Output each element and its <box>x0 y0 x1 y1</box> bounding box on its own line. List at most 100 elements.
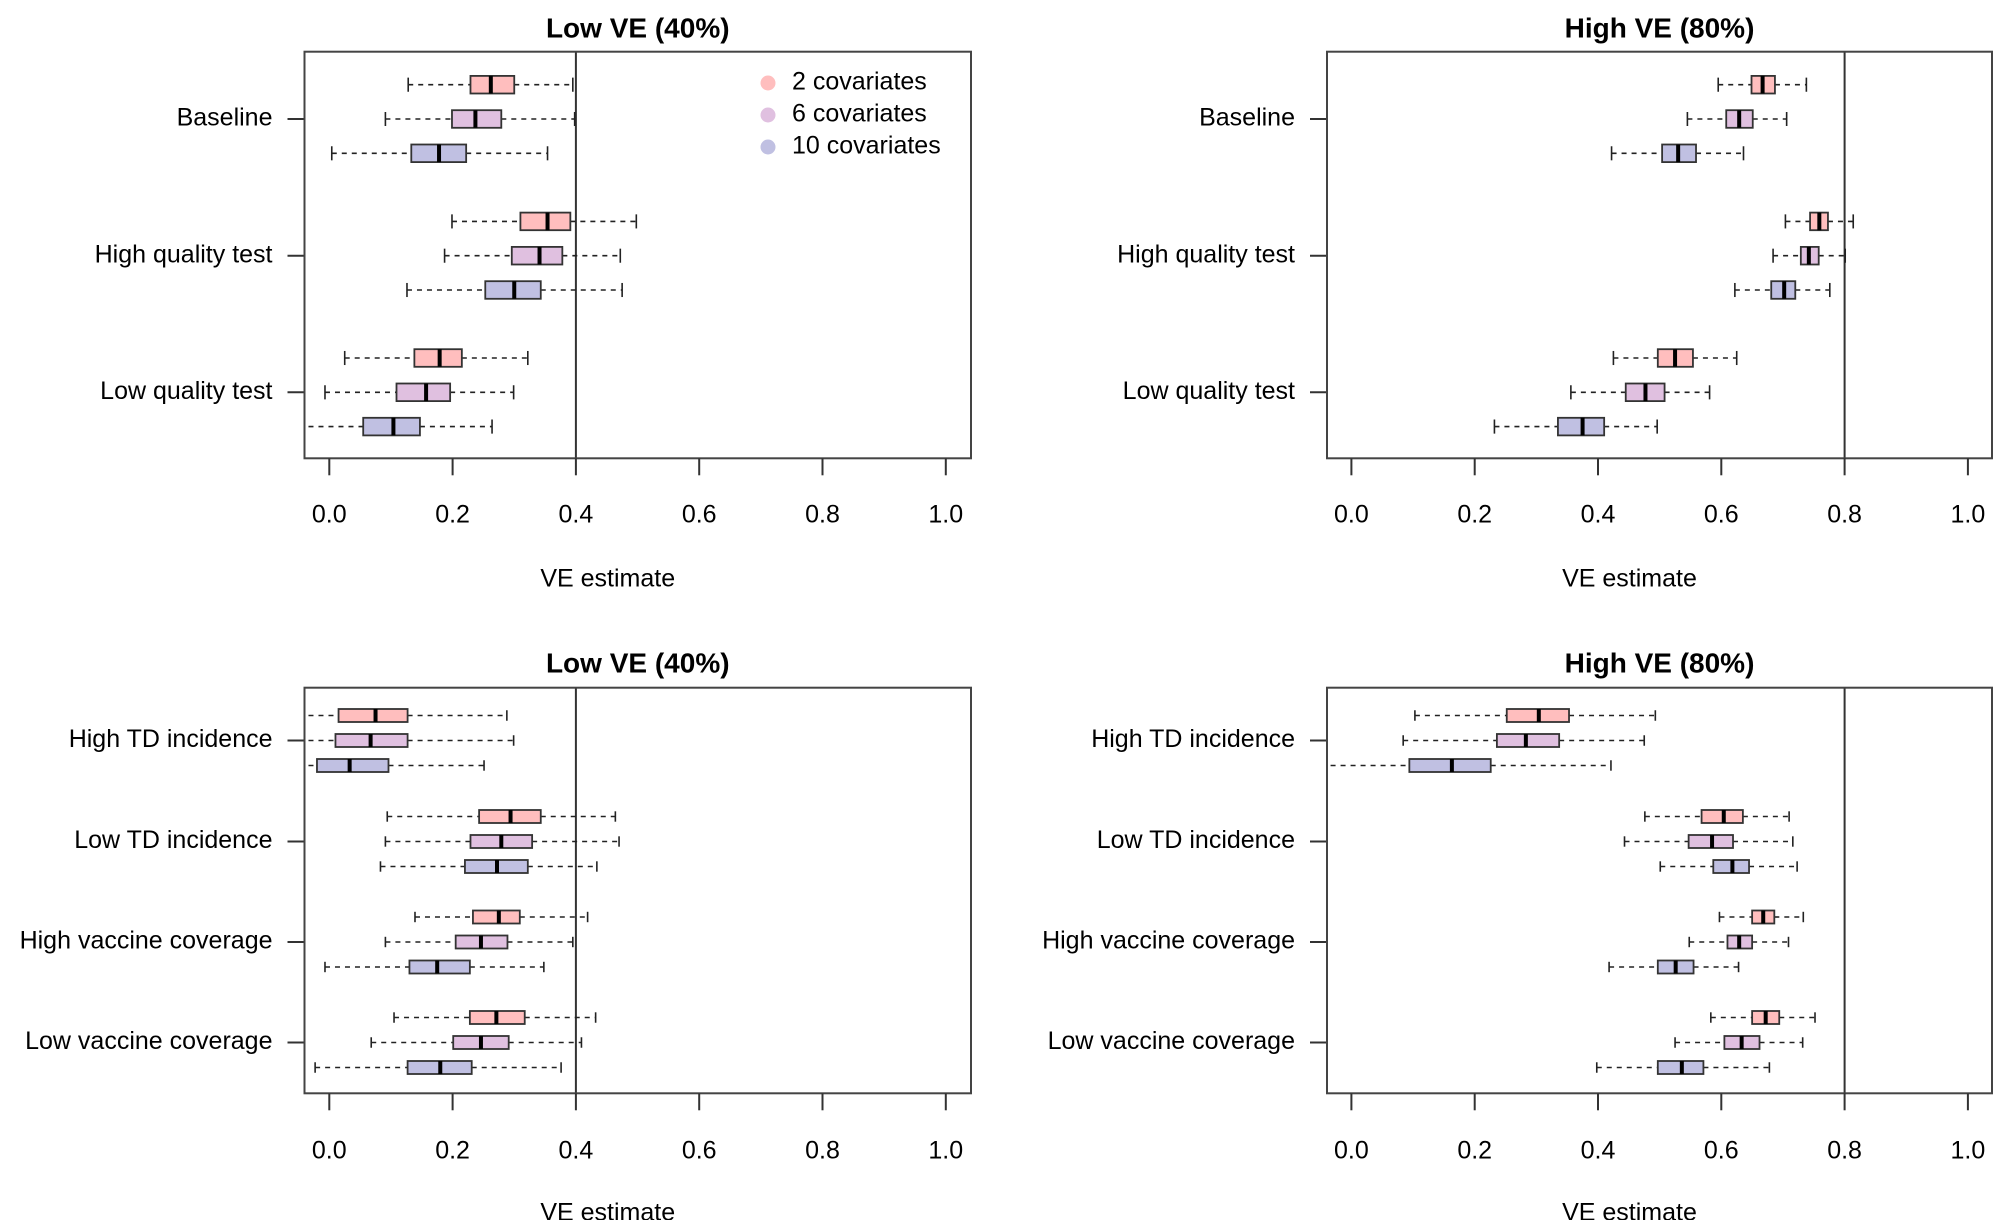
x-tick-label: 0.0 <box>1334 501 1369 529</box>
panel-4: High VE (80%) High TD incidence Low TD inc… <box>1042 647 1993 1220</box>
x-tick-label: 0.8 <box>805 501 840 529</box>
plot-area <box>1493 75 1855 437</box>
boxplot-2-covariates <box>1644 809 1790 824</box>
boxplot-6-covariates <box>384 834 620 849</box>
x-tick-label: 0.8 <box>1827 501 1862 529</box>
x-tick-label: 0.0 <box>312 501 347 529</box>
boxplot-6-covariates <box>1623 834 1794 849</box>
x-tick-label: 0.6 <box>682 501 717 529</box>
x-tick-label: 0.2 <box>435 501 470 529</box>
x-tick-label: 0.2 <box>1457 501 1492 529</box>
box-iqr <box>316 758 390 773</box>
box-iqr <box>1495 733 1561 748</box>
panel-title: Low VE (40%) <box>546 647 730 678</box>
boxplot-6-covariates <box>1688 934 1790 950</box>
boxplot-6-covariates <box>384 934 574 950</box>
x-tick-label: 0.8 <box>805 1137 840 1165</box>
panel-3: Low VE (40%) High TD incidence Low TD inci… <box>20 647 972 1220</box>
y-tick-label: Low quality test <box>100 377 272 405</box>
x-tick-label: 0.4 <box>559 501 594 529</box>
boxplot-2-covariates <box>393 1010 597 1025</box>
boxplot-2-covariates <box>414 909 589 925</box>
boxplot-6-covariates <box>1772 245 1847 266</box>
boxplot-2-covariates <box>343 348 529 368</box>
boxplot-10-covariates <box>379 859 598 874</box>
x-tick-label: 0.6 <box>682 1137 717 1165</box>
boxplot-6-covariates <box>443 245 622 266</box>
boxplot-10-covariates <box>1327 758 1612 773</box>
x-axis-label: VE estimate <box>540 565 675 593</box>
x-tick-label: 1.0 <box>928 1137 963 1165</box>
box-iqr <box>337 708 409 723</box>
y-tick-label: Low quality test <box>1123 377 1295 405</box>
boxplot-10-covariates <box>1608 959 1740 975</box>
boxplot-10-covariates <box>324 959 545 975</box>
x-tick-label: 1.0 <box>1951 1137 1986 1165</box>
y-tick-label: Low TD incidence <box>74 826 272 854</box>
boxplot-2-covariates <box>1718 909 1805 925</box>
boxplot-10-covariates <box>1610 143 1745 164</box>
legend-label: 10 covariates <box>792 132 941 160</box>
x-tick-label: 0.4 <box>1581 1137 1616 1165</box>
x-tick-label: 0.0 <box>312 1137 347 1165</box>
boxplot-10-covariates <box>1595 1060 1771 1075</box>
boxplot-6-covariates <box>1686 109 1788 129</box>
boxplot-6-covariates <box>384 109 576 129</box>
y-tick-label: High quality test <box>95 240 273 268</box>
y-tick-label: High quality test <box>1117 240 1295 268</box>
boxplot-10-covariates <box>304 758 485 773</box>
boxplot-2-covariates <box>1717 75 1808 95</box>
boxplot-2-covariates <box>1710 1010 1816 1025</box>
boxplot-2-covariates <box>1612 348 1738 368</box>
y-tick-label: Low vaccine coverage <box>25 1027 272 1055</box>
legend-label: 2 covariates <box>792 68 927 96</box>
boxplot-2-covariates <box>1414 708 1657 723</box>
x-tick-label: 1.0 <box>1951 501 1986 529</box>
plot-area <box>1327 708 1816 1075</box>
legend-item: 6 covariates <box>760 100 927 128</box>
boxplot-2-covariates <box>386 809 617 824</box>
panel-title: High VE (80%) <box>1565 647 1755 678</box>
legend-marker <box>760 139 776 155</box>
boxplot-10-covariates <box>330 143 549 164</box>
boxplot-2-covariates <box>1784 211 1855 232</box>
boxplot-10-covariates <box>304 416 493 437</box>
panel-1: Low VE (40%) Baseline High quality test Low… <box>95 12 972 593</box>
legend: 2 covariates 6 covariates 10 covariates <box>760 68 941 160</box>
legend-label: 6 covariates <box>792 100 927 128</box>
y-tick-label: High vaccine coverage <box>1042 927 1295 955</box>
plot-frame <box>1326 686 1993 1095</box>
panel-title: Low VE (40%) <box>546 12 730 43</box>
box-iqr <box>408 959 471 975</box>
panel-2: High VE (80%) Baseline High quality test Lo… <box>1117 12 1993 593</box>
boxplot-2-covariates <box>451 211 638 232</box>
y-tick-label: Baseline <box>177 104 273 132</box>
x-axis-label: VE estimate <box>1562 565 1697 593</box>
box-iqr <box>395 382 452 403</box>
boxplot-6-covariates <box>324 382 515 403</box>
box-iqr <box>519 211 572 232</box>
x-tick-label: 0.6 <box>1704 501 1739 529</box>
boxplot-10-covariates <box>1734 280 1831 300</box>
x-axis-label: VE estimate <box>540 1199 675 1220</box>
plot-frame <box>1326 50 1993 460</box>
y-tick-label: Baseline <box>1199 104 1295 132</box>
x-tick-label: 0.8 <box>1827 1137 1862 1165</box>
x-tick-label: 0.2 <box>435 1137 470 1165</box>
y-tick-label: High TD incidence <box>69 725 273 753</box>
y-tick-label: High TD incidence <box>1091 725 1295 753</box>
boxplot-6-covariates <box>1570 382 1711 403</box>
legend-marker <box>760 75 776 91</box>
x-tick-label: 0.2 <box>1457 1137 1492 1165</box>
panel-title: High VE (80%) <box>1565 12 1755 43</box>
y-tick-label: Low TD incidence <box>1097 826 1295 854</box>
boxplot-6-covariates <box>1674 1035 1804 1050</box>
plot-area <box>304 75 638 437</box>
plot-area <box>304 708 620 1075</box>
y-tick-label: Low vaccine coverage <box>1048 1027 1295 1055</box>
x-tick-label: 0.0 <box>1334 1137 1369 1165</box>
x-axis-label: VE estimate <box>1562 1199 1697 1220</box>
box-iqr <box>510 245 564 266</box>
legend-marker <box>760 107 776 123</box>
